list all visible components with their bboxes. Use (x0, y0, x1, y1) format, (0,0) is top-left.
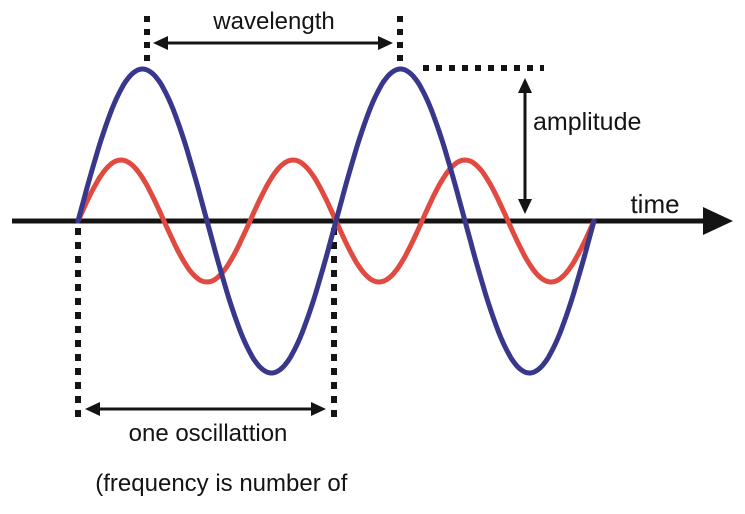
wavelength-arrowhead-left-icon (153, 36, 168, 50)
wavelength-arrow (153, 36, 393, 50)
amplitude-label: amplitude (533, 108, 642, 136)
wavelength-arrowhead-right-icon (378, 36, 393, 50)
amplitude-arrowhead-bottom-icon (518, 199, 532, 214)
amplitude-arrow (518, 78, 532, 214)
time-axis-arrowhead-icon (703, 207, 733, 235)
amplitude-arrowhead-top-icon (518, 78, 532, 93)
oscillation-label-line1: one oscillattion (128, 420, 288, 447)
time-axis-label: time (630, 189, 680, 219)
oscillation-arrowhead-left-icon (85, 402, 100, 416)
oscillation-label-line2: (frequency is number of (95, 470, 348, 497)
wavelength-label: wavelength (213, 8, 335, 35)
long-wavelength-wave (75, 66, 597, 376)
time-axis (12, 207, 733, 235)
oscillation-label: one oscillattion (frequency is number of… (69, 420, 348, 514)
oscillation-arrowhead-right-icon (311, 402, 326, 416)
oscillation-arrow (85, 402, 326, 416)
